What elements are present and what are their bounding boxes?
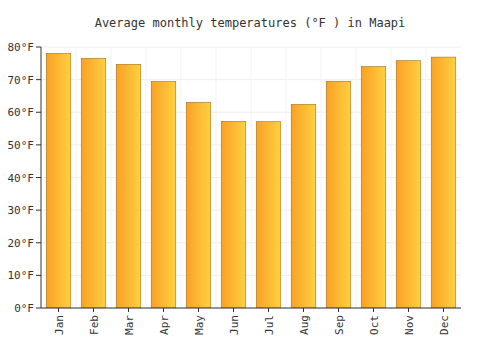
x-tick-label: Jun (228, 315, 241, 335)
y-tick-label: 0°F (14, 302, 34, 315)
x-tick-label: Jan (53, 315, 66, 335)
x-tick-label: Mar (123, 315, 136, 335)
grid-line (41, 308, 461, 309)
grid-line-vertical (321, 47, 322, 308)
title: Average monthly temperatures (°F ) in Ma… (95, 16, 406, 30)
y-tick-label: 40°F (8, 172, 35, 185)
x-tick-label: Feb (88, 315, 101, 335)
y-tick-label: 10°F (8, 269, 35, 282)
bar (291, 104, 316, 308)
y-tick-label: 50°F (8, 139, 35, 152)
y-tick (36, 79, 41, 80)
x-tick (303, 308, 304, 312)
grid-line-vertical (216, 47, 217, 308)
y-tick (36, 177, 41, 178)
bar (256, 122, 281, 308)
grid-line-vertical (146, 47, 147, 308)
x-tick (93, 308, 94, 312)
x-tick (373, 308, 374, 312)
y-tick-label: 70°F (8, 74, 35, 87)
bar (431, 57, 456, 308)
bars (46, 54, 456, 308)
y-tick (36, 47, 41, 48)
x-tick (268, 308, 269, 312)
bar (326, 81, 351, 308)
y-tick (36, 308, 41, 309)
x-axis (41, 308, 461, 309)
chart-svg: Average monthly temperatures (°F ) in Ma… (0, 0, 500, 350)
chart-container: Average monthly temperatures (°F ) in Ma… (0, 0, 500, 350)
x-tick-label: Sep (333, 315, 346, 335)
grid-line-vertical (111, 47, 112, 308)
grid-line-vertical (251, 47, 252, 308)
x-tick (58, 308, 59, 312)
y-tick (36, 112, 41, 113)
grid-line-vertical (181, 47, 182, 308)
grid-line-vertical (286, 47, 287, 308)
y-tick (36, 210, 41, 211)
x-tick (128, 308, 129, 312)
y-tick-label: 60°F (8, 106, 35, 119)
x-tick (338, 308, 339, 312)
y-axis (41, 47, 42, 308)
y-tick-label: 20°F (8, 237, 35, 250)
grid-line-vertical (391, 47, 392, 308)
grid-line-vertical (76, 47, 77, 308)
y-tick-label: 80°F (8, 41, 35, 54)
x-tick-label: Apr (158, 315, 171, 335)
y-tick-label: 30°F (8, 204, 35, 217)
x-tick (443, 308, 444, 312)
x-tick-label: Nov (403, 315, 416, 335)
bar (81, 58, 106, 308)
y-tick (36, 275, 41, 276)
x-tick-label: Aug (298, 315, 311, 335)
x-tick-label: May (193, 315, 206, 335)
y-tick (36, 242, 41, 243)
x-tick (233, 308, 234, 312)
bar (396, 61, 421, 308)
bar (221, 121, 246, 308)
bar (46, 54, 71, 308)
x-tick-label: Oct (368, 315, 381, 335)
bar (151, 82, 176, 308)
x-tick (408, 308, 409, 312)
bar (116, 64, 141, 308)
x-tick-label: Dec (438, 315, 451, 335)
grid-line-vertical (426, 47, 427, 308)
bar (186, 102, 211, 308)
x-tick (163, 308, 164, 312)
x-tick (198, 308, 199, 312)
x-tick-label: Jul (263, 315, 276, 335)
bar (361, 67, 386, 308)
y-tick (36, 144, 41, 145)
grid-line-vertical (356, 47, 357, 308)
